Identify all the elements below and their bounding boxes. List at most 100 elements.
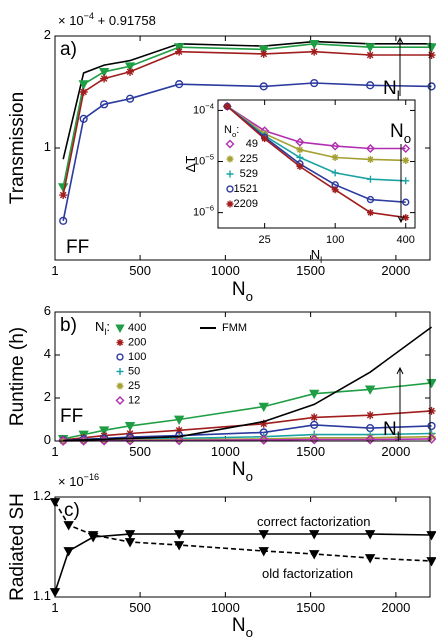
marker	[427, 421, 436, 431]
x-axis-label-part: N	[311, 247, 320, 262]
marker	[258, 434, 269, 445]
x-tick-label: 1	[51, 600, 58, 615]
x-axis-label-part: o	[246, 289, 253, 304]
x-tick-label: 400	[397, 234, 415, 246]
x-axis-label-part: N	[232, 279, 246, 300]
annotation-part: old factorization	[262, 566, 353, 581]
legend-label-part: 200	[128, 336, 146, 348]
y-tick-label-part: 10	[193, 207, 205, 219]
y-tick-label: 6	[44, 303, 51, 318]
marker	[124, 422, 136, 432]
y-axis-label: ΔT	[183, 156, 198, 173]
x-tick-label-part: 2000	[381, 263, 410, 278]
marker	[310, 78, 319, 88]
marker	[175, 80, 184, 89]
marker	[296, 153, 304, 161]
x-tick-label: 1500	[296, 263, 325, 278]
x-tick-label-part: 500	[129, 263, 151, 278]
y-tick-label: 1.1	[33, 588, 51, 603]
legend-title-part: N	[95, 319, 104, 334]
marker	[116, 353, 124, 361]
axis-multiplier-part: −16	[84, 472, 99, 482]
x-tick-label: 500	[129, 444, 151, 459]
marker	[310, 420, 319, 429]
x-axis-label-part: o	[246, 625, 253, 639]
marker	[310, 433, 319, 442]
annotation-part: b)	[60, 315, 77, 336]
marker	[258, 45, 269, 55]
marker	[100, 74, 109, 83]
annotation-part: FF	[66, 237, 89, 258]
y-tick-label-part: 4	[44, 346, 51, 361]
legend-label: 25	[128, 380, 140, 392]
legend-title-part: l	[104, 327, 106, 337]
y-axis-label: Radiated SH	[7, 493, 28, 601]
legend-label-part: FMM	[222, 322, 247, 334]
marker	[365, 143, 375, 153]
annotation-part: l	[397, 429, 400, 444]
legend-label-part: 50	[128, 365, 140, 377]
legend-title-part: o	[232, 130, 236, 139]
annotation: a)	[60, 39, 77, 60]
arrow-head	[396, 366, 404, 375]
marker	[116, 382, 124, 390]
marker	[226, 170, 234, 178]
marker	[427, 406, 436, 415]
x-tick-label: 2000	[381, 600, 410, 615]
annotation-part: correct factorization	[257, 514, 370, 529]
y-tick-label-part: −6	[205, 203, 214, 212]
x-tick-label-part: 25	[259, 234, 271, 246]
arrow-head	[397, 215, 405, 224]
annotation: Nl	[383, 419, 400, 444]
marker	[401, 143, 411, 153]
marker	[296, 162, 304, 170]
plot-background	[55, 312, 430, 441]
marker	[402, 198, 410, 206]
marker	[173, 530, 185, 540]
marker	[226, 185, 234, 193]
series-line	[226, 105, 406, 203]
marker	[59, 216, 68, 225]
marker	[331, 153, 339, 161]
annotation-part: N	[390, 121, 404, 142]
marker	[366, 195, 375, 204]
x-tick-label: 25	[259, 234, 271, 246]
axes-frame	[217, 99, 416, 229]
legend-title: No:	[224, 124, 239, 139]
marker	[124, 530, 136, 540]
annotation-part: N	[383, 419, 397, 440]
x-axis-label-part: o	[246, 469, 253, 484]
series-line	[226, 105, 406, 162]
y-tick-label: 1	[44, 139, 51, 154]
y-tick-label-part: 1.1	[33, 588, 51, 603]
y-tick-label: 2	[44, 27, 51, 42]
x-tick-label: 2000	[381, 444, 410, 459]
legend-label: FMM	[222, 322, 247, 334]
legend-label-part: 225	[240, 153, 258, 165]
legend-label: 400	[128, 322, 146, 334]
marker	[426, 433, 436, 444]
x-tick-label: 1500	[296, 600, 325, 615]
x-axis-label-part: N	[232, 615, 246, 636]
marker	[366, 155, 374, 163]
x-tick-label-part: 1	[51, 600, 58, 615]
y-axis-label-part: ΔT	[183, 156, 198, 173]
x-axis-label-part: N	[232, 459, 246, 480]
arrow-head	[396, 36, 404, 45]
annotation: FF	[60, 406, 83, 427]
marker	[309, 434, 320, 445]
marker	[126, 67, 135, 76]
y-tick-label-part: 10	[193, 104, 205, 116]
x-tick-label-part: 100	[326, 234, 344, 246]
marker	[226, 155, 234, 163]
x-tick-label: 1000	[211, 600, 240, 615]
marker	[364, 43, 376, 53]
y-axis-label-part: Transmission	[7, 92, 28, 204]
marker	[124, 62, 136, 72]
marker	[366, 209, 374, 217]
marker	[124, 538, 136, 548]
plot-background	[55, 497, 430, 597]
y-tick-label-part: 1.2	[33, 488, 51, 503]
marker	[173, 415, 185, 425]
marker	[366, 433, 375, 442]
